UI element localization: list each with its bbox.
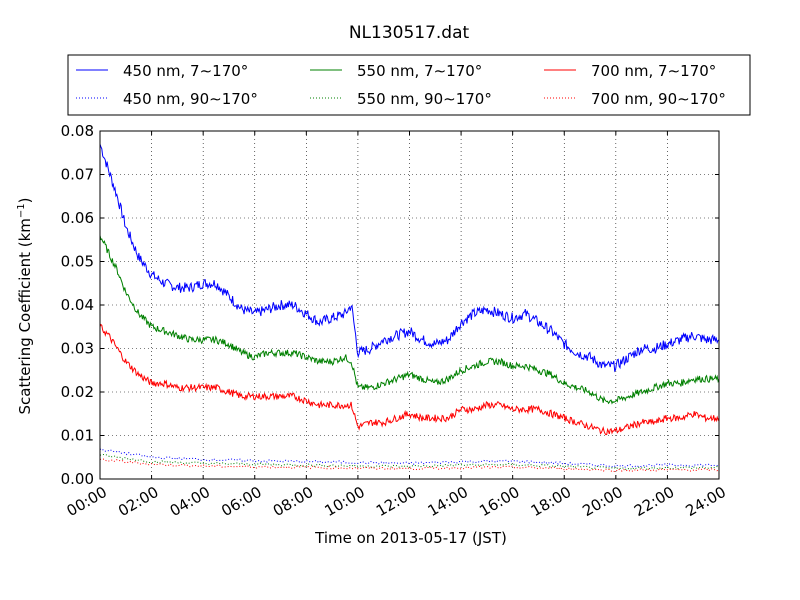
y-tick-label: 0.01 (61, 427, 94, 445)
y-tick-label: 0.05 (61, 253, 94, 271)
legend-label: 450 nm, 7∼170° (123, 62, 248, 80)
y-axis-label: Scattering Coefficient (km−1) (16, 197, 34, 414)
plot-area (100, 131, 719, 479)
x-axis-label: Time on 2013-05-17 (JST) (314, 529, 507, 547)
y-tick-label: 0.08 (61, 122, 94, 140)
legend-label: 450 nm, 90∼170° (123, 90, 258, 108)
y-tick-label: 0.03 (61, 340, 94, 358)
chart-title: NL130517.dat (349, 23, 470, 43)
legend-label: 700 nm, 90∼170° (591, 90, 726, 108)
y-tick-label: 0.04 (61, 296, 94, 314)
legend-label: 550 nm, 90∼170° (357, 90, 492, 108)
legend-label: 700 nm, 7∼170° (591, 62, 716, 80)
y-axis-label-close: ) (16, 197, 34, 203)
y-tick-label: 0.06 (61, 209, 94, 227)
series-line-1 (99, 235, 720, 405)
y-tick-label: 0.07 (61, 166, 94, 184)
series-layer (99, 143, 720, 473)
y-tick-label: 0.00 (61, 470, 94, 488)
y-axis-label-superscript: −1 (16, 203, 27, 218)
legend-label: 550 nm, 7∼170° (357, 62, 482, 80)
series-line-0 (99, 143, 720, 373)
series-line-4 (99, 453, 720, 471)
legend: 450 nm, 7∼170° 550 nm, 7∼170° 700 nm, 7∼17… (67, 54, 751, 116)
series-line-2 (99, 323, 720, 436)
legend-frame (67, 54, 751, 116)
y-axis-label-main: Scattering Coefficient (km (16, 218, 34, 414)
y-tick-label: 0.02 (61, 383, 94, 401)
